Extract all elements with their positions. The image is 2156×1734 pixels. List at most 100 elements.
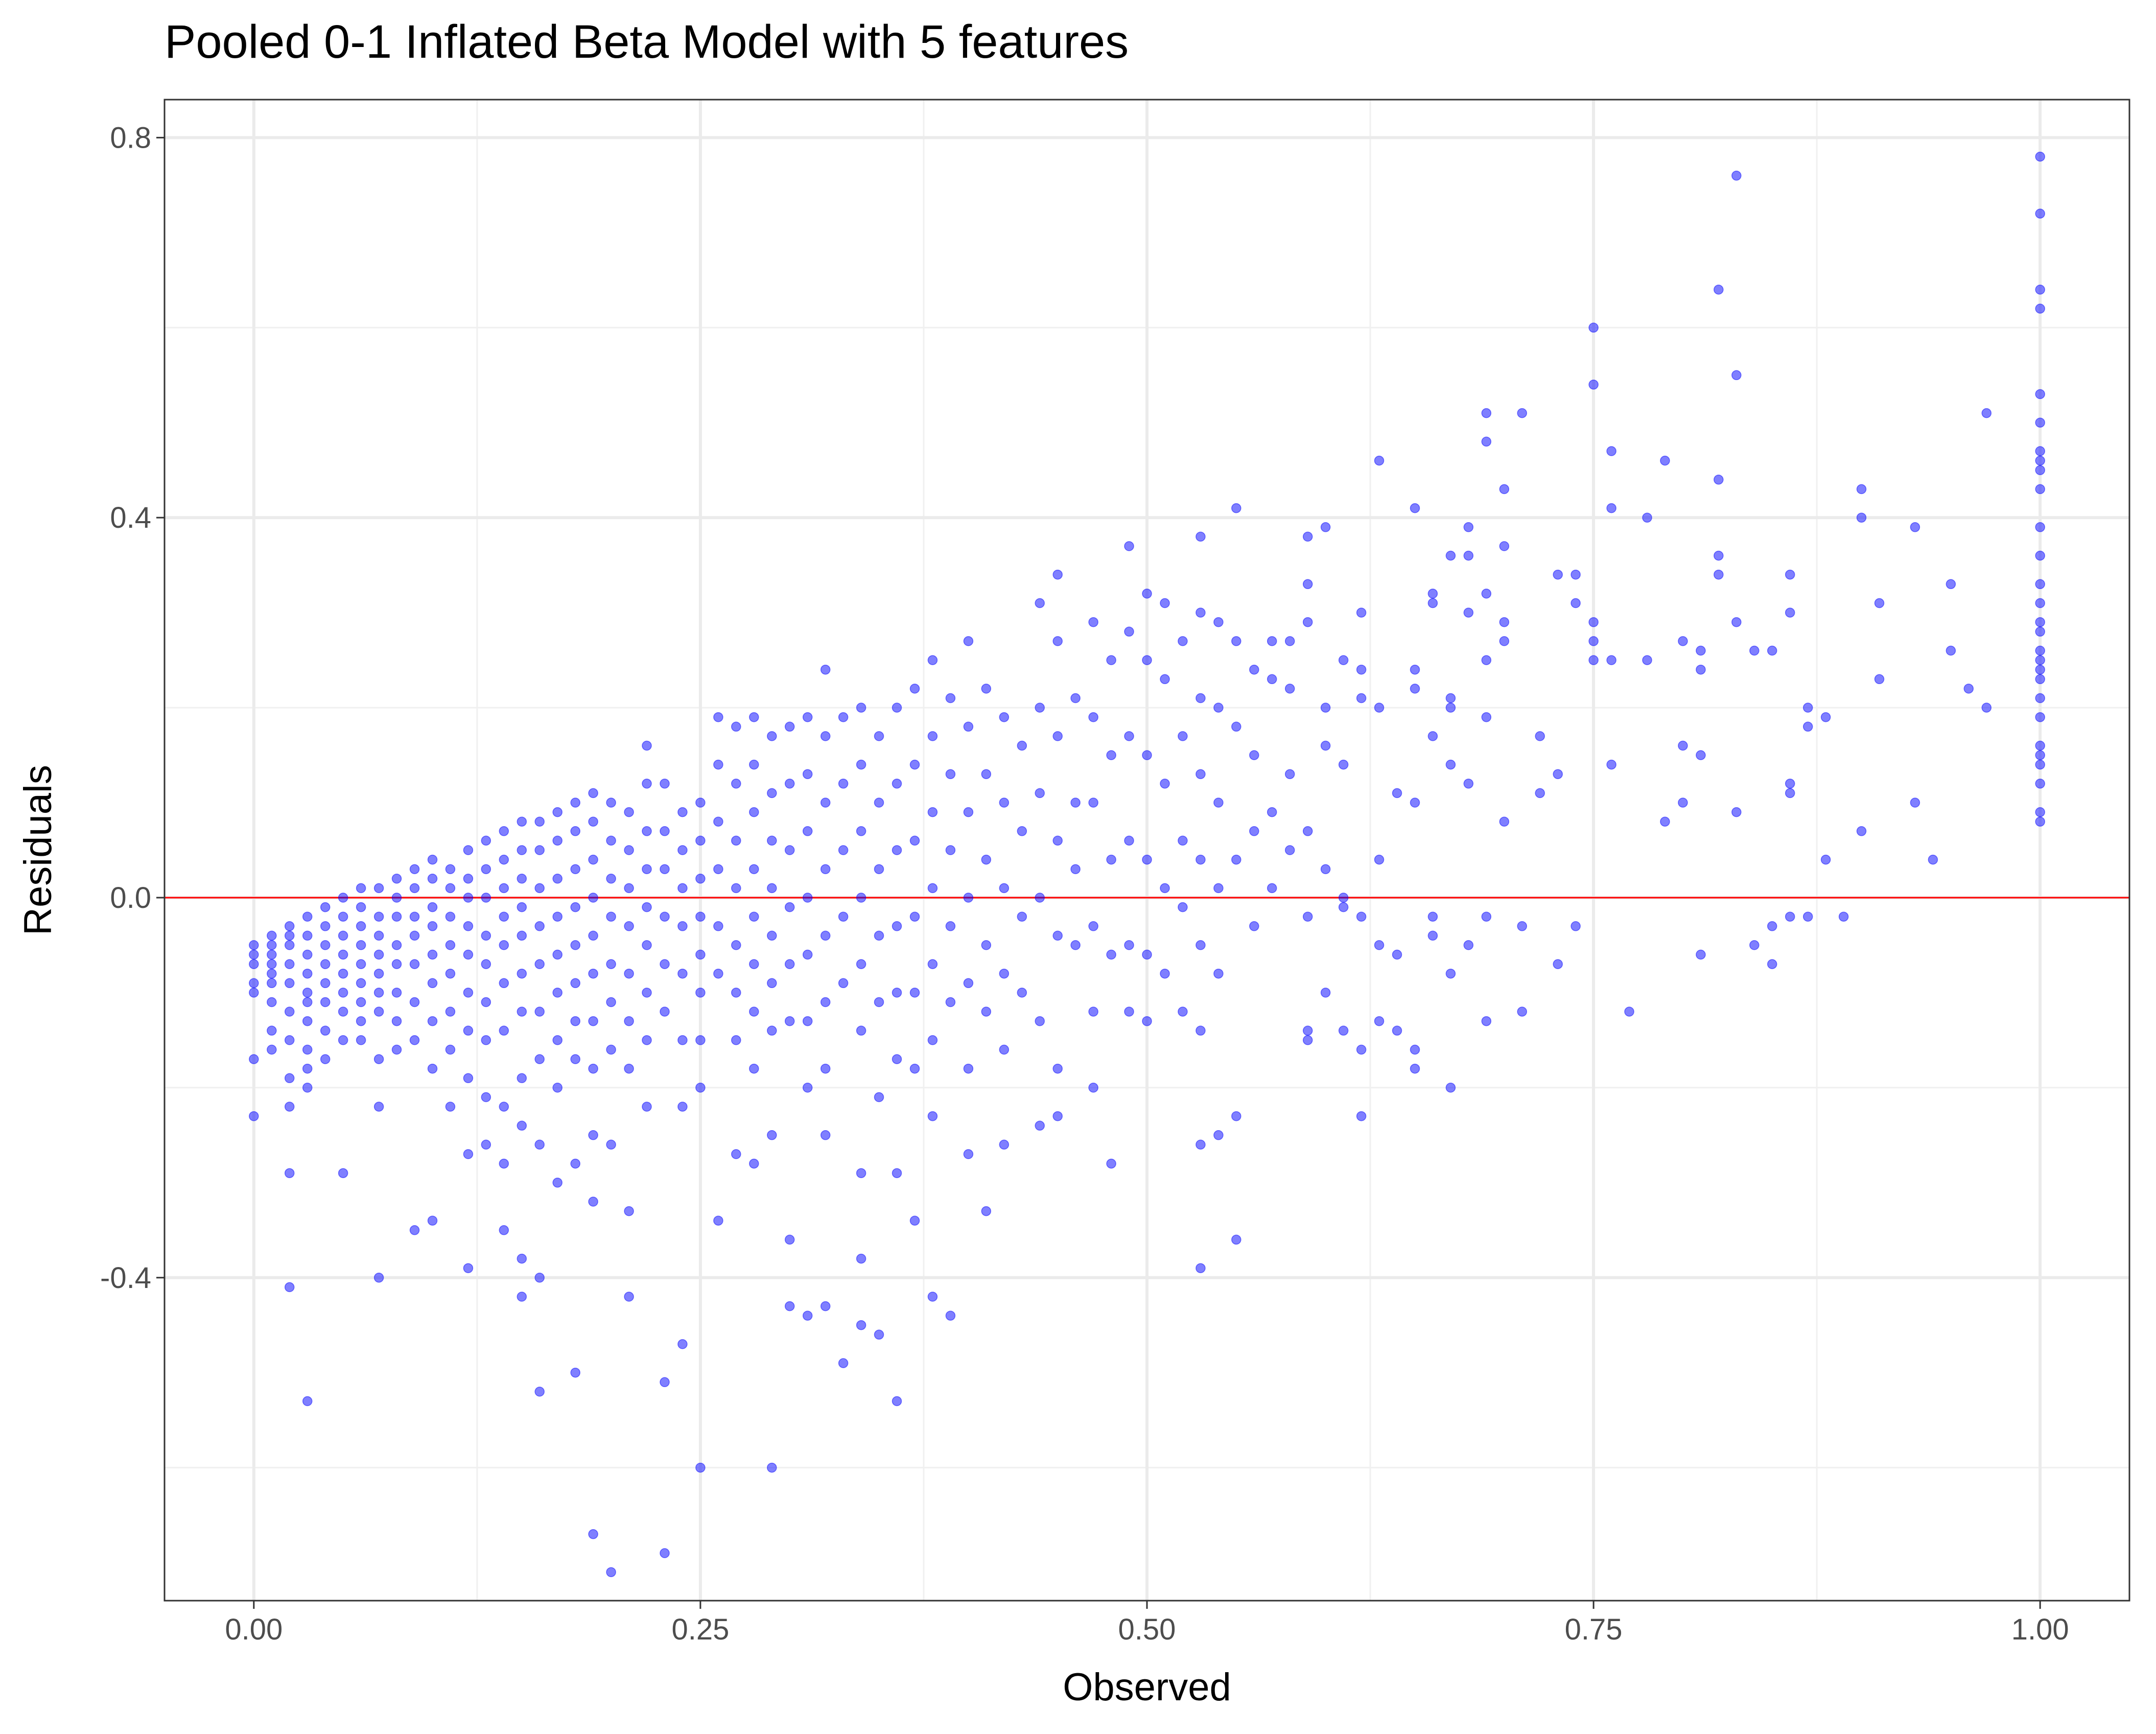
data-point — [1320, 864, 1331, 874]
data-point — [499, 1158, 509, 1169]
data-point — [445, 911, 456, 922]
data-point — [373, 930, 384, 941]
data-point — [463, 1263, 474, 1273]
data-point — [1499, 816, 1510, 827]
data-point — [373, 1102, 384, 1112]
data-point — [338, 893, 348, 903]
data-point — [642, 902, 652, 912]
data-point — [1606, 759, 1616, 770]
data-point — [338, 930, 348, 941]
data-point — [463, 1025, 474, 1036]
x-axis-title: Observed — [1063, 1666, 1231, 1709]
data-point — [2035, 285, 2045, 295]
data-point — [1213, 798, 1224, 808]
data-point — [588, 854, 598, 865]
data-point — [1088, 617, 1098, 627]
data-point — [1481, 436, 1492, 447]
data-point — [695, 1083, 706, 1093]
data-point — [1196, 769, 1206, 779]
data-point — [391, 911, 402, 922]
data-point — [660, 959, 670, 969]
data-point — [1052, 1111, 1063, 1121]
data-point — [695, 1462, 706, 1473]
data-point — [570, 826, 580, 836]
data-point — [481, 835, 491, 846]
data-point — [409, 959, 420, 969]
data-point — [695, 988, 706, 998]
data-point — [445, 1006, 456, 1017]
data-point — [784, 779, 795, 789]
data-point — [945, 997, 956, 1007]
data-point — [1696, 664, 1706, 675]
data-point — [1946, 645, 1956, 656]
data-point — [356, 1016, 366, 1026]
data-point — [2035, 598, 2045, 608]
data-point — [481, 864, 491, 874]
data-point — [499, 978, 509, 989]
data-point — [1445, 968, 1456, 979]
data-point — [356, 940, 366, 950]
data-point — [856, 1320, 866, 1330]
data-point — [267, 1025, 277, 1036]
data-point — [1231, 854, 1241, 865]
data-point — [427, 921, 438, 931]
data-point — [499, 883, 509, 894]
data-point — [1213, 883, 1224, 894]
data-point — [481, 1139, 491, 1150]
data-point — [588, 1130, 598, 1140]
data-point — [373, 911, 384, 922]
data-point — [356, 978, 366, 989]
data-point — [284, 1035, 295, 1045]
data-point — [1267, 674, 1277, 685]
data-point — [552, 911, 563, 922]
data-point — [1374, 940, 1385, 950]
data-point — [1785, 607, 1795, 618]
data-point — [517, 874, 527, 884]
data-point — [767, 883, 777, 894]
data-point — [1035, 893, 1045, 903]
data-point — [784, 721, 795, 732]
data-point — [499, 911, 509, 922]
data-point — [427, 874, 438, 884]
data-point — [963, 721, 974, 732]
data-point — [445, 1044, 456, 1055]
data-point — [1196, 693, 1206, 704]
data-point — [552, 1083, 563, 1093]
data-point — [1606, 446, 1616, 456]
data-point — [1124, 835, 1134, 846]
data-point — [588, 893, 598, 903]
data-point — [249, 959, 259, 969]
data-point — [838, 779, 849, 789]
data-point — [1267, 883, 1277, 894]
data-point — [534, 1387, 545, 1397]
data-point — [1445, 702, 1456, 713]
data-point — [391, 874, 402, 884]
data-point — [2035, 693, 2045, 704]
data-point — [1802, 721, 1813, 732]
data-point — [1088, 1006, 1098, 1017]
data-point — [677, 1339, 688, 1349]
y-tick-label: -0.4 — [100, 1261, 151, 1295]
data-point — [1302, 531, 1313, 542]
data-point — [731, 940, 741, 950]
data-point — [1731, 171, 1742, 181]
x-tick-label: 0.75 — [1565, 1613, 1623, 1646]
data-point — [820, 664, 831, 675]
data-point — [606, 835, 616, 846]
data-point — [373, 1273, 384, 1283]
data-point — [1463, 550, 1474, 561]
data-point — [1714, 569, 1724, 580]
data-point — [677, 921, 688, 931]
data-point — [1088, 1083, 1098, 1093]
data-point — [2035, 740, 2045, 751]
data-point — [1178, 731, 1188, 741]
data-point — [1785, 779, 1795, 789]
data-point — [874, 997, 884, 1007]
data-point — [1284, 769, 1295, 779]
data-point — [981, 769, 992, 779]
data-point — [838, 1358, 849, 1368]
data-point — [677, 968, 688, 979]
data-point — [1874, 598, 1885, 608]
data-point — [856, 826, 866, 836]
data-point — [731, 721, 741, 732]
